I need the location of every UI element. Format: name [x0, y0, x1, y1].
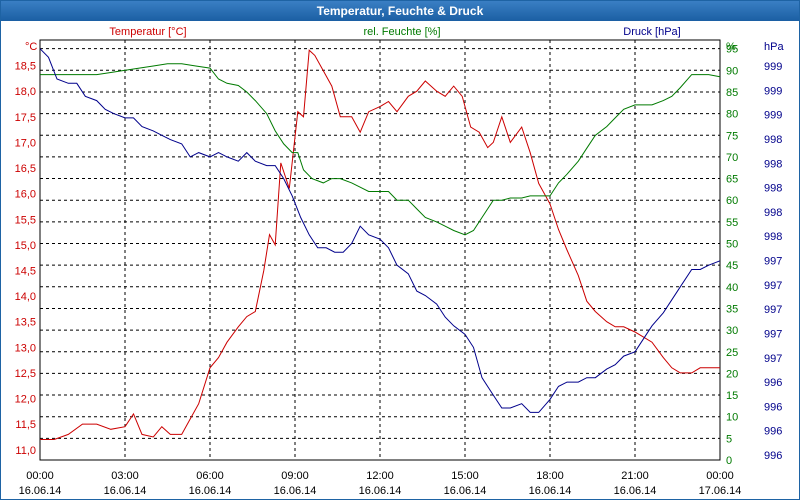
humidity-tick-label: 50	[726, 239, 738, 251]
humidity-tick-label: 0	[726, 455, 732, 467]
temperature-tick-label: 13,5	[15, 317, 36, 329]
humidity-tick-label: 20	[726, 368, 738, 380]
temperature-tick-label: 15,0	[15, 240, 36, 252]
pressure-tick-label: 997	[764, 280, 782, 292]
x-tick-date-label: 17.06.14	[699, 485, 742, 497]
x-tick-time-label: 06:00	[196, 470, 224, 482]
temperature-unit-label: °C	[25, 41, 37, 53]
humidity-tick-label: 95	[726, 44, 738, 56]
pressure-tick-label: 998	[764, 207, 782, 219]
pressure-tick-labels: 999 999 999 998 998 998 998 998 997 997 997 997 997 9…	[764, 61, 782, 462]
x-tick-date-label: 16.06.14	[444, 485, 487, 497]
humidity-tick-label: 65	[726, 174, 738, 186]
pressure-tick-label: 998	[764, 158, 782, 170]
pressure-tick-label: 998	[764, 231, 782, 243]
temperature-tick-label: 11,5	[15, 419, 36, 431]
grid-lines	[40, 40, 720, 460]
temperature-tick-label: 17,0	[15, 137, 36, 149]
humidity-tick-label: 85	[726, 87, 738, 99]
temperature-tick-labels: 11,0 11,5 12,0 12,5 13,0 13,5 14,0 14,5 15,0 15,5…	[15, 61, 36, 457]
x-tick-time-label: 03:00	[111, 470, 139, 482]
pressure-tick-label: 997	[764, 328, 782, 340]
humidity-tick-label: 30	[726, 325, 738, 337]
humidity-tick-label: 15	[726, 390, 738, 402]
temperature-tick-label: 13,0	[15, 342, 36, 354]
humidity-series-line	[40, 63, 721, 236]
humidity-tick-label: 45	[726, 260, 738, 272]
humidity-unit-label: %	[726, 41, 736, 53]
pressure-tick-label: 999	[764, 110, 782, 122]
temperature-tick-label: 14,0	[15, 291, 36, 303]
temperature-tick-label: 11,0	[15, 445, 36, 457]
humidity-tick-label: 40	[726, 282, 738, 294]
x-tick-date-label: 16.06.14	[104, 485, 147, 497]
x-tick-date-label: 16.06.14	[529, 485, 572, 497]
pressure-tick-label: 997	[764, 304, 782, 316]
humidity-tick-label: 75	[726, 130, 738, 142]
temperature-series-line	[40, 49, 720, 440]
temperature-tick-label: 12,5	[15, 368, 36, 380]
temperature-tick-label: 17,5	[15, 112, 36, 124]
x-tick-time-label: 15:00	[451, 470, 479, 482]
temperature-tick-label: 14,5	[15, 265, 36, 277]
pressure-tick-label: 996	[764, 450, 782, 462]
temperature-axis-title: Temperatur [°C]	[109, 26, 186, 38]
x-tick-time-label: 21:00	[621, 470, 649, 482]
humidity-tick-label: 80	[726, 109, 738, 121]
pressure-tick-label: 998	[764, 183, 782, 195]
window-title: Temperatur, Feuchte & Druck	[1, 1, 799, 21]
temperature-tick-label: 18,5	[15, 61, 36, 73]
x-tick-date-label: 16.06.14	[614, 485, 657, 497]
x-tick-date-label: 16.06.14	[274, 485, 317, 497]
humidity-tick-label: 5	[726, 433, 732, 445]
pressure-series-line	[39, 48, 721, 413]
plot-area-border	[39, 39, 721, 461]
pressure-tick-label: 999	[764, 85, 782, 97]
humidity-tick-label: 60	[726, 195, 738, 207]
pressure-tick-label: 999	[764, 61, 782, 73]
temperature-tick-label: 15,5	[15, 214, 36, 226]
humidity-axis-title: rel. Feuchte [%]	[363, 26, 440, 38]
humidity-tick-label: 55	[726, 217, 738, 229]
humidity-tick-label: 70	[726, 152, 738, 164]
temperature-tick-label: 16,5	[15, 163, 36, 175]
pressure-axis-title: Druck [hPa]	[623, 26, 680, 38]
x-tick-time-label: 00:00	[26, 470, 54, 482]
x-tick-time-label: 09:00	[281, 470, 309, 482]
pressure-tick-label: 997	[764, 256, 782, 268]
x-tick-labels: 00:00 16.06.14 03:00 16.06.14 06:00 16.06.14 0…	[19, 470, 742, 497]
pressure-tick-label: 998	[764, 134, 782, 146]
x-tick-date-label: 16.06.14	[19, 485, 62, 497]
x-tick-time-label: 00:00	[706, 470, 734, 482]
humidity-tick-labels: 0 5 10 15 20 25 30 35 40 45 50 55 60 65 70 75 80 85 90 95	[726, 44, 738, 467]
temperature-tick-label: 12,0	[15, 394, 36, 406]
humidity-tick-label: 35	[726, 303, 738, 315]
x-tick-date-label: 16.06.14	[189, 485, 232, 497]
pressure-unit-label: hPa	[764, 41, 784, 53]
x-tick-date-label: 16.06.14	[359, 485, 402, 497]
series-lines	[39, 48, 721, 440]
pressure-tick-label: 996	[764, 401, 782, 413]
temperature-tick-label: 18,0	[15, 86, 36, 98]
x-tick-time-label: 18:00	[536, 470, 564, 482]
temperature-tick-label: 16,0	[15, 189, 36, 201]
humidity-tick-label: 90	[726, 65, 738, 77]
humidity-tick-label: 10	[726, 412, 738, 424]
humidity-tick-label: 25	[726, 347, 738, 359]
pressure-tick-label: 997	[764, 353, 782, 365]
pressure-tick-label: 996	[764, 377, 782, 389]
pressure-tick-label: 996	[764, 426, 782, 438]
x-tick-time-label: 12:00	[366, 470, 394, 482]
